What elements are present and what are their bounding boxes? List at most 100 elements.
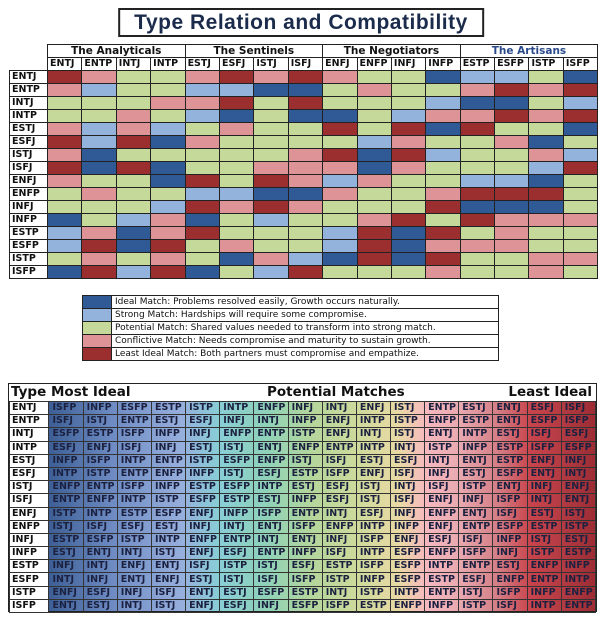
match-cell [150, 135, 186, 149]
match-cell [459, 161, 496, 175]
match-cell [562, 200, 599, 214]
match-cell [356, 226, 392, 240]
ranked-match: ENTP [526, 572, 562, 587]
legend-item: Potential Match: Shared values needed to… [82, 321, 499, 335]
ranked-match: ISFP [321, 598, 357, 614]
match-cell [425, 83, 461, 97]
ranked-match: ISFJ [82, 519, 118, 534]
ranked-match: INFJ [185, 427, 221, 442]
match-cell [81, 148, 117, 162]
row-type-label: ISTJ [9, 148, 48, 162]
match-cell [287, 109, 324, 123]
ranked-match: ESFP [116, 400, 152, 416]
match-cell [81, 109, 117, 123]
match-cell [150, 265, 186, 279]
match-cell [150, 200, 186, 214]
match-cell [287, 265, 324, 279]
match-cell [287, 96, 324, 110]
row-type-label: ISFP [8, 598, 50, 614]
match-cell [494, 70, 530, 84]
ranked-match: ENFP [321, 519, 357, 534]
match-cell [390, 70, 427, 84]
ranked-match: ESTJ [185, 440, 221, 455]
legend-label: Strong Match: Hardships will require som… [111, 308, 499, 322]
ranked-match: INFP [355, 572, 391, 587]
row-type-label: ESFJ [9, 135, 48, 149]
match-cell [390, 148, 427, 162]
ranking-row: ESFP INTJ INFJ ENTJ ENFJ ESTJ ISTJ ISFJ ISFP ISTP… [8, 572, 597, 587]
ranked-match: ENTP [458, 519, 494, 534]
ranked-match: ISTP [287, 427, 323, 442]
potential-header: Potential Matches [267, 384, 405, 400]
ranked-match: ESTJ [492, 427, 528, 442]
ranked-match: ISTP [526, 546, 562, 561]
ranked-match: ENFJ [82, 440, 118, 455]
ranked-match: ISFJ [424, 480, 460, 495]
match-cell [115, 96, 152, 110]
ranked-match: INTJ [48, 572, 84, 587]
ranked-match: ESFJ [560, 427, 597, 442]
group-header: The Negotiators [322, 44, 461, 58]
match-cell [425, 96, 461, 110]
legend-label: Least Ideal Match: Both partners must co… [111, 347, 499, 361]
ranked-match: ESTJ [355, 453, 391, 468]
match-cell [46, 252, 83, 266]
ranked-match: INFP [287, 414, 323, 429]
match-cell [287, 187, 324, 201]
grid-row: ISTJ [9, 148, 599, 162]
match-cell [356, 200, 392, 214]
ranked-match: ENTJ [48, 598, 84, 614]
match-cell [322, 239, 358, 253]
ranked-match: ESFP [253, 585, 289, 600]
ranked-match: ESFP [389, 559, 426, 574]
match-cell [390, 239, 427, 253]
ranked-match: INFP [458, 440, 494, 455]
ranked-match: ISTJ [458, 585, 494, 600]
ranked-match: INTJ [219, 519, 255, 534]
ranked-match: ESFP [185, 493, 221, 508]
ranked-match: INFJ [321, 532, 357, 548]
match-cell [184, 96, 220, 110]
ranked-match: ISFP [355, 532, 391, 548]
match-cell [253, 187, 289, 201]
ranked-match: ENFJ [424, 493, 460, 508]
ranked-match: ISTJ [219, 466, 255, 482]
ranked-match: ESFJ [424, 532, 460, 548]
match-cell [81, 213, 117, 227]
ranked-match: ESTJ [526, 506, 562, 521]
ranked-match: ISFP [116, 427, 152, 442]
match-cell [322, 96, 358, 110]
ranked-match: INTP [355, 546, 391, 561]
row-type-label: ENTP [9, 83, 48, 97]
ranked-match: ENTP [287, 506, 323, 521]
match-cell [528, 148, 564, 162]
ranked-match: ENTP [48, 493, 84, 508]
match-cell [115, 161, 152, 175]
ranked-match: ENTJ [492, 400, 528, 416]
match-cell [390, 109, 427, 123]
ranking-row: INTP ESFJ ENFJ ISFJ INFJ ESTJ ISTJ ENTJ ENFP ENTP… [8, 440, 597, 455]
ranked-match: INFJ [526, 480, 562, 495]
match-cell [81, 83, 117, 97]
ranking-row: ENFP ISTJ ISFJ ESFJ ESTJ INFJ INTJ ENTJ ISFP ENFP… [8, 519, 597, 534]
ranked-match: INTJ [82, 559, 118, 574]
row-type-label: INFP [9, 213, 48, 227]
match-cell [46, 174, 83, 188]
ranked-match: ISFP [82, 453, 118, 468]
ranked-match: ISTJ [82, 414, 118, 429]
ranked-match: INFP [424, 598, 460, 614]
row-type-label: ISTP [8, 585, 50, 600]
match-cell [115, 70, 152, 84]
match-cell [459, 70, 496, 84]
ranked-match: ESTJ [150, 414, 187, 429]
ranked-match: ENFJ [424, 519, 460, 534]
ranked-match: ESFJ [185, 414, 221, 429]
ranked-match: ENFP [492, 572, 528, 587]
match-cell [459, 122, 496, 136]
ranked-match: ESTP [48, 532, 84, 548]
match-cell [150, 213, 186, 227]
ranked-match: ESTJ [560, 532, 597, 548]
match-cell [425, 226, 461, 240]
ranked-match: ESTP [82, 427, 118, 442]
group-header: The Analyticals [47, 44, 186, 58]
